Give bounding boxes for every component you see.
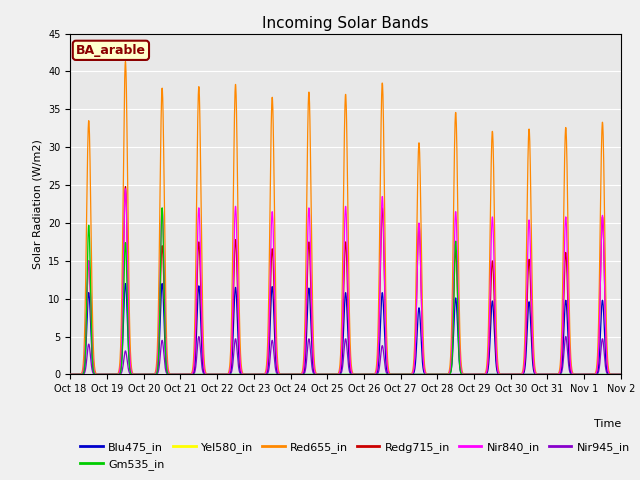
Title: Incoming Solar Bands: Incoming Solar Bands bbox=[262, 16, 429, 31]
Text: Time: Time bbox=[593, 419, 621, 429]
Legend: Blu475_in, Gm535_in, Yel580_in, Red655_in, Redg715_in, Nir840_in, Nir945_in: Blu475_in, Gm535_in, Yel580_in, Red655_i… bbox=[76, 438, 635, 474]
Y-axis label: Solar Radiation (W/m2): Solar Radiation (W/m2) bbox=[33, 139, 43, 269]
Text: BA_arable: BA_arable bbox=[76, 44, 146, 57]
